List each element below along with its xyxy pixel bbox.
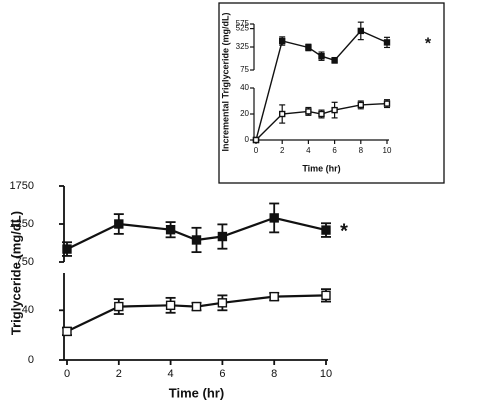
main-x-tick-label: 2 bbox=[116, 368, 122, 380]
inset-y-tick-label-lower: 0 bbox=[245, 135, 250, 144]
main-filled-series-point bbox=[269, 213, 279, 223]
main-x-tick-label: 6 bbox=[219, 368, 225, 380]
inset-open-series-point bbox=[318, 110, 325, 118]
inset-y-tick-label-upper: 575 bbox=[236, 19, 250, 28]
inset-significance-marker: * bbox=[425, 36, 432, 53]
inset-filled-series-point bbox=[305, 44, 312, 51]
inset-x-tick-label: 4 bbox=[306, 146, 311, 155]
main-filled-series-point bbox=[165, 224, 176, 235]
main-open-series-line bbox=[66, 294, 327, 333]
main-y-tick-label-lower: 0 bbox=[28, 354, 34, 366]
inset-open-series-point bbox=[305, 108, 312, 115]
inset-open-series-line bbox=[255, 102, 388, 141]
main-x-tick-label: 4 bbox=[168, 368, 174, 380]
inset-filled-series-point bbox=[383, 39, 391, 46]
main-filled-series-point bbox=[114, 219, 124, 229]
inset-filled-series-point bbox=[318, 53, 325, 60]
main-y-tick-label-lower: 40 bbox=[22, 304, 34, 316]
main-filled-series-point bbox=[217, 231, 228, 242]
main-y-axis-title: Triglyceride (mg/dL) bbox=[8, 211, 23, 335]
main-filled-series-point bbox=[191, 235, 202, 245]
inset-y-tick-label-upper: 325 bbox=[236, 42, 250, 51]
main-x-tick-label: 0 bbox=[64, 368, 70, 380]
main-open-series-point bbox=[217, 298, 228, 308]
main-open-series-point bbox=[321, 290, 331, 301]
main-x-axis-title: Time (hr) bbox=[169, 385, 224, 400]
inset-open-series-point bbox=[252, 136, 260, 144]
inset-x-tick-label: 6 bbox=[332, 146, 337, 155]
inset-x-axis-title: Time (hr) bbox=[302, 163, 340, 173]
inset-x-tick-label: 2 bbox=[280, 146, 285, 155]
main-open-series-point bbox=[191, 301, 202, 312]
inset-x-tick-label: 8 bbox=[359, 146, 364, 155]
main-open-series-point bbox=[269, 291, 279, 302]
main-significance-marker: * bbox=[340, 220, 348, 242]
inset-y-tick-label-lower: 20 bbox=[240, 109, 249, 118]
inset-x-tick-label: 10 bbox=[383, 146, 392, 155]
inset-y-tick-label-upper: 75 bbox=[240, 65, 249, 74]
inset-x-tick-label: 0 bbox=[254, 146, 259, 155]
main-open-series-point bbox=[165, 300, 176, 311]
inset-filled-series-point bbox=[331, 57, 338, 64]
inset-y-tick-label-lower: 40 bbox=[240, 83, 249, 92]
inset-open-series-point bbox=[331, 106, 338, 114]
inset-open-series-point bbox=[279, 110, 286, 118]
main-y-tick-label-upper: 1250 bbox=[10, 218, 34, 230]
main-y-tick-label-upper: 1750 bbox=[10, 180, 34, 192]
main-open-series-point bbox=[62, 326, 72, 337]
inset-filled-series-line bbox=[255, 30, 388, 141]
inset-open-series-point bbox=[383, 100, 391, 107]
main-x-tick-label: 10 bbox=[320, 368, 332, 380]
main-y-tick-label-upper: 750 bbox=[16, 256, 34, 268]
main-open-series-point bbox=[114, 301, 124, 312]
inset-filled-series-point bbox=[279, 37, 286, 45]
main-filled-series-point bbox=[321, 225, 331, 235]
inset-open-series-point bbox=[357, 101, 364, 109]
inset-y-axis-title: Incremental Triglyceride (mg/dL) bbox=[220, 12, 230, 151]
inset-filled-series-point bbox=[357, 27, 364, 35]
main-x-tick-label: 8 bbox=[271, 368, 277, 380]
inset-frame bbox=[218, 2, 445, 184]
inset-y-tick-label-upper: 525 bbox=[236, 24, 250, 33]
main-filled-series-point bbox=[62, 244, 72, 254]
